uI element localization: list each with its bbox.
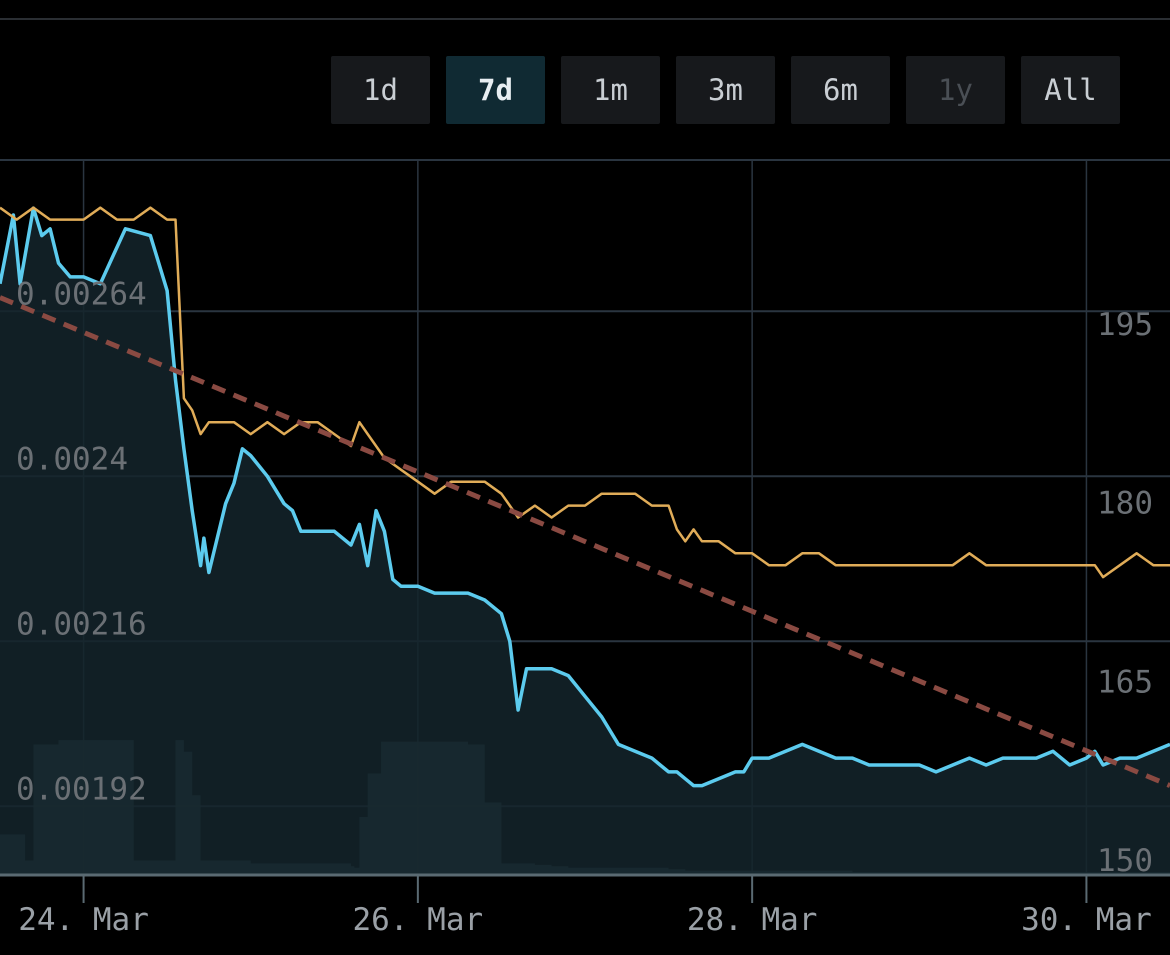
price-chart[interactable]: 0.002640.00240.002160.00192195180165150 …: [0, 150, 1170, 955]
range-button-3m[interactable]: 3m: [676, 56, 775, 124]
left-axis-label: 0.00192: [16, 771, 147, 807]
top-divider: [0, 18, 1170, 20]
right-axis-label: 150: [1097, 843, 1153, 879]
x-axis-label: 30. Mar: [1021, 902, 1152, 938]
range-button-6m[interactable]: 6m: [791, 56, 890, 124]
range-button-1d[interactable]: 1d: [331, 56, 430, 124]
range-button-1y: 1y: [906, 56, 1005, 124]
range-selector: 1d 7d 1m 3m 6m 1y All: [331, 56, 1120, 124]
left-axis-label: 0.0024: [16, 441, 128, 477]
right-axis-label: 195: [1097, 307, 1153, 343]
secondary-series: [0, 206, 1170, 579]
right-axis-label: 165: [1097, 664, 1153, 700]
primary-line: [0, 206, 1170, 788]
x-axis-label: 24. Mar: [18, 902, 149, 938]
range-button-all[interactable]: All: [1021, 56, 1120, 124]
x-axis: 24. Mar 26. Mar 28. Mar 30. Mar: [0, 873, 1170, 938]
y-axis-labels: 0.00264 0.0024 0.00216 0.00192 195 180 165 150: [16, 276, 1153, 879]
left-axis-label: 0.00264: [16, 276, 147, 312]
range-button-1m[interactable]: 1m: [561, 56, 660, 124]
trend-line: [0, 295, 1170, 788]
range-button-7d[interactable]: 7d: [446, 56, 545, 124]
x-axis-label: 26. Mar: [353, 902, 484, 938]
primary-series: [0, 206, 1170, 876]
trend-line-dashed: [0, 295, 1170, 788]
x-axis-label: 28. Mar: [687, 902, 818, 938]
primary-area-fill: [0, 208, 1170, 876]
right-axis-label: 180: [1097, 486, 1153, 522]
secondary-line: [0, 206, 1170, 579]
left-axis-label: 0.00216: [16, 606, 147, 642]
